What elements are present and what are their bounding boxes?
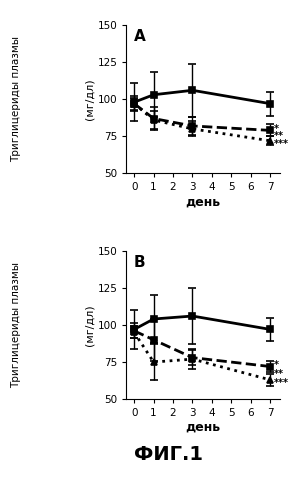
Text: Триглицериды плазмы: Триглицериды плазмы <box>11 36 22 162</box>
Y-axis label: (мг/дл): (мг/дл) <box>85 304 95 346</box>
Text: **: ** <box>274 369 284 379</box>
Text: ***: *** <box>274 139 289 149</box>
Text: B: B <box>134 255 146 270</box>
X-axis label: день: день <box>186 195 221 208</box>
Text: A: A <box>134 29 146 44</box>
Text: **: ** <box>274 131 284 141</box>
Text: *: * <box>274 124 279 134</box>
Y-axis label: (мг/дл): (мг/дл) <box>85 78 95 120</box>
Text: *: * <box>274 360 279 370</box>
Text: ***: *** <box>274 378 289 388</box>
X-axis label: день: день <box>186 421 221 434</box>
Text: ФИГ.1: ФИГ.1 <box>134 445 203 464</box>
Text: Триглицериды плазмы: Триглицериды плазмы <box>11 262 22 388</box>
